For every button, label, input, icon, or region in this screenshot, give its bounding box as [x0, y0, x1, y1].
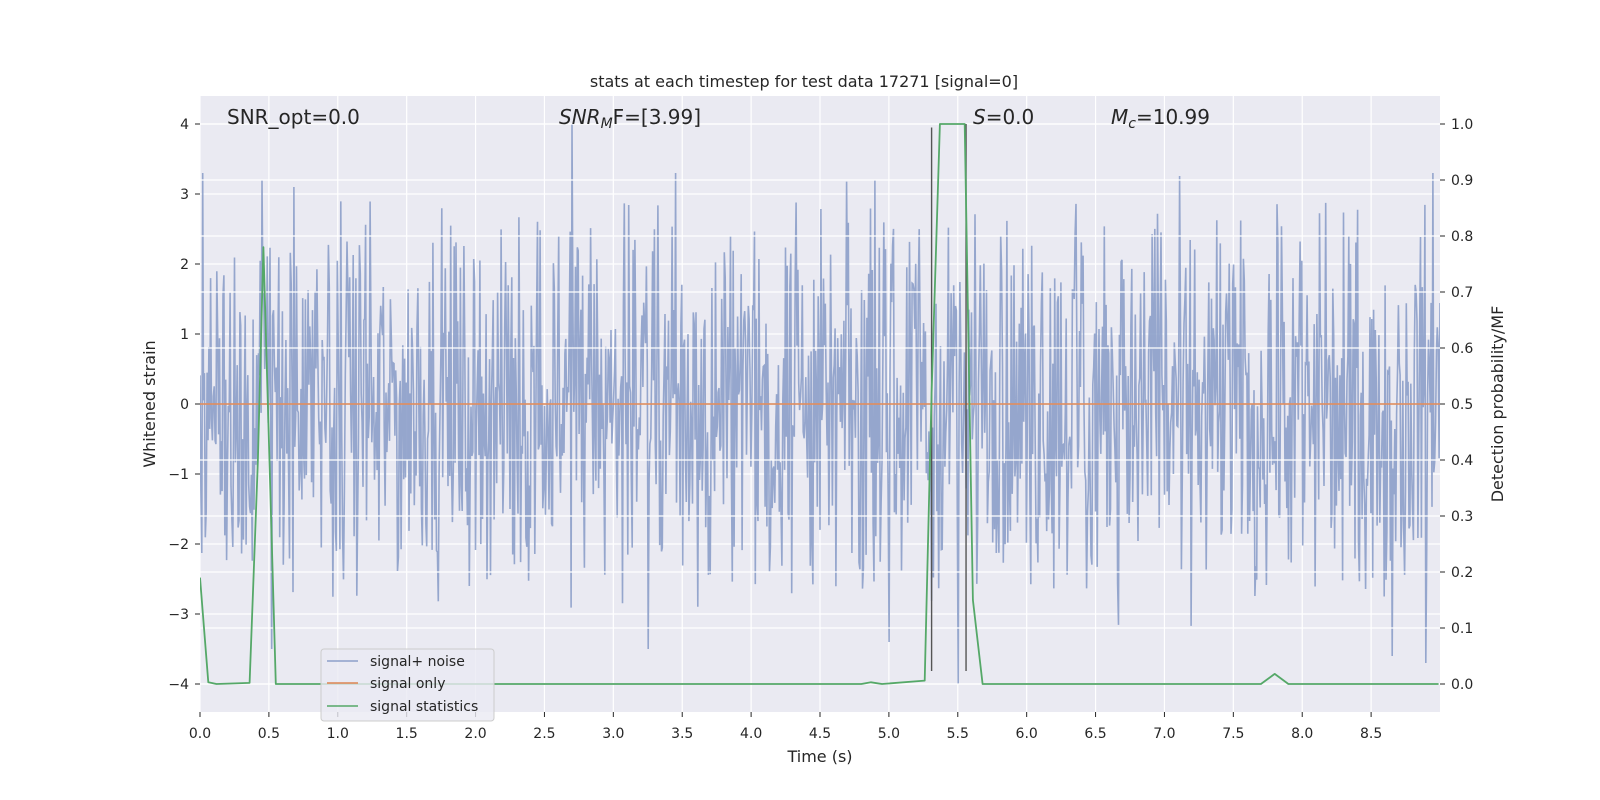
- chart-title: stats at each timestep for test data 172…: [590, 72, 1018, 91]
- y-tick-label-right: 1.0: [1451, 117, 1473, 133]
- x-tick-label: 1.0: [327, 726, 349, 742]
- x-tick-label: 8.5: [1360, 726, 1382, 742]
- annotation-mc-sub: c: [1128, 116, 1136, 132]
- legend: signal+ noise signal only signal statist…: [320, 648, 495, 722]
- y-tick-label-right: 0.1: [1451, 621, 1473, 637]
- y-tick-label-right: 0.4: [1451, 453, 1473, 469]
- x-tick-label: 0.0: [189, 726, 211, 742]
- y-tick-label-right: 0.3: [1451, 509, 1473, 525]
- x-tick-label: 4.5: [809, 726, 831, 742]
- y-tick-label-left: −4: [168, 677, 189, 693]
- x-tick-label: 0.5: [258, 726, 280, 742]
- series-signal-statistics: [200, 123, 1439, 685]
- annotation-snr-mf-main: SNR: [559, 105, 601, 129]
- legend-box: [320, 648, 495, 722]
- x-tick-label: 5.5: [947, 726, 969, 742]
- x-tick-label: 2.0: [464, 726, 486, 742]
- y-tick-label-left: 3: [180, 187, 189, 203]
- annotation-mc-tail: =10.99: [1136, 105, 1210, 129]
- annotation-snr-mf-sub: M: [601, 116, 613, 132]
- y-axis-label-left: Whitened strain: [140, 340, 159, 467]
- x-tick-label: 3.5: [671, 726, 693, 742]
- y-tick-label-left: −3: [168, 607, 189, 623]
- y-tick-label-left: −1: [168, 467, 189, 483]
- annotation-mc: Mc=10.99: [1111, 105, 1210, 132]
- annotation-snr-mf-tail: F=[3.99]: [613, 105, 701, 129]
- annotation-mc-main: M: [1111, 105, 1128, 129]
- y-tick-label-right: 0.9: [1451, 173, 1473, 189]
- x-axis-label: Time (s): [786, 747, 852, 766]
- legend-label-noise: signal+ noise: [370, 654, 465, 670]
- x-tick-label: 8.0: [1291, 726, 1313, 742]
- annotation-s-main: S: [973, 105, 986, 129]
- x-tick-label: 3.0: [602, 726, 624, 742]
- x-tick-label: 1.5: [396, 726, 418, 742]
- x-tick-label: 7.5: [1222, 726, 1244, 742]
- y-ticks-left: −4 −3 −2 −1 0 1 2 3 4: [168, 117, 200, 693]
- y-axis-label-right: Detection probability/MF: [1488, 306, 1507, 503]
- y-tick-label-right: 0.0: [1451, 677, 1473, 693]
- y-tick-label-right: 0.6: [1451, 341, 1473, 357]
- y-tick-label-right: 0.5: [1451, 397, 1473, 413]
- legend-label-signal: signal only: [370, 676, 445, 692]
- x-ticks: 0.0 0.5 1.0 1.5 2.0 2.5 3.0 3.5 4.0 4.5 5.0 5.5 6.0 6…: [189, 712, 1382, 742]
- x-tick-label: 2.5: [533, 726, 555, 742]
- line-signal-statistics: [200, 123, 1439, 685]
- annotation-snr-mf: SNRMF=[3.99]: [559, 105, 701, 132]
- x-tick-label: 4.0: [740, 726, 762, 742]
- y-ticks-right: 0.0 0.1 0.2 0.3 0.4 0.5 0.6 0.7 0.8 0.9 1.0: [1440, 117, 1473, 693]
- annotation-s-tail: =0.0: [986, 105, 1035, 129]
- line-signal-plus-noise: [200, 123, 1440, 685]
- legend-label-stats: signal statistics: [370, 699, 478, 715]
- series-signal-plus-noise: [200, 123, 1440, 685]
- x-tick-label: 6.0: [1016, 726, 1038, 742]
- y-tick-label-right: 0.8: [1451, 229, 1473, 245]
- annotation-s: S=0.0: [973, 105, 1034, 129]
- y-tick-label-left: −2: [168, 537, 189, 553]
- y-tick-label-right: 0.2: [1451, 565, 1473, 581]
- x-tick-label: 7.0: [1153, 726, 1175, 742]
- y-tick-label-left: 0: [180, 397, 189, 413]
- y-tick-label-left: 1: [180, 327, 189, 343]
- annotation-snr-opt: SNR_opt=0.0: [227, 105, 360, 129]
- y-tick-label-right: 0.7: [1451, 285, 1473, 301]
- y-tick-label-left: 2: [180, 257, 189, 273]
- x-tick-label: 6.5: [1084, 726, 1106, 742]
- x-tick-label: 5.0: [878, 726, 900, 742]
- y-tick-label-left: 4: [180, 117, 189, 133]
